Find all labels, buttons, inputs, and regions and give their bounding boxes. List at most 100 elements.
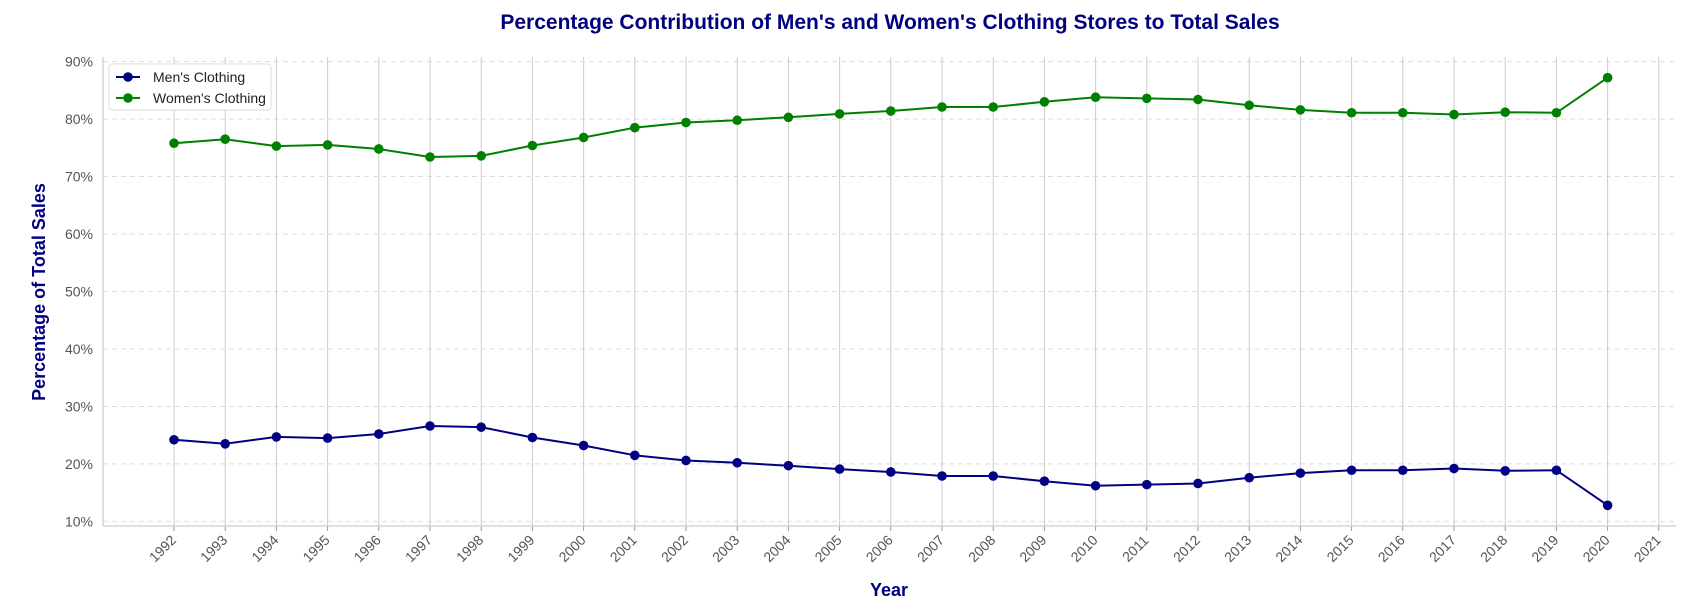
women-s-clothing-point	[1039, 97, 1050, 107]
grid-lines	[103, 57, 1676, 526]
women-s-clothing-point	[1142, 93, 1152, 104]
women-s-clothing-point	[834, 109, 845, 119]
x-tick-label: 2000	[555, 532, 588, 565]
x-tick-label: 2017	[1426, 532, 1459, 565]
men-s-clothing-point	[1398, 465, 1408, 476]
women-s-clothing-point	[988, 102, 998, 112]
men-s-clothing-point	[886, 467, 896, 477]
women-s-clothing-point	[1193, 94, 1203, 105]
x-tick-label: 2016	[1375, 532, 1408, 565]
men-s-clothing-point	[1346, 465, 1357, 476]
men-s-clothing-point	[220, 439, 230, 449]
men-s-clothing-point	[1551, 465, 1562, 476]
men-s-clothing-point	[681, 455, 691, 466]
women-s-clothing-point	[271, 141, 282, 151]
x-tick-label: 1995	[299, 532, 332, 565]
x-tick-label: 1999	[504, 532, 537, 565]
men-s-clothing-point	[322, 433, 333, 443]
women-s-clothing-point	[527, 140, 538, 151]
men-s-clothing-point	[1090, 480, 1101, 491]
women-s-clothing-point	[322, 140, 333, 150]
chart-title: Percentage Contribution of Men's and Wom…	[500, 11, 1279, 34]
women-s-clothing-point	[937, 102, 947, 112]
women-s-clothing-point	[1090, 92, 1101, 103]
men-s-clothing-point	[374, 429, 384, 439]
x-tick-label: 1998	[453, 532, 486, 565]
y-tick-label: 70%	[65, 169, 93, 185]
men-s-clothing-point	[630, 450, 640, 461]
x-tick-label: 2005	[811, 532, 844, 565]
x-tick-label: 1997	[402, 532, 435, 565]
women-s-clothing-point	[886, 106, 896, 116]
y-tick-label: 10%	[65, 513, 93, 529]
legend-men-s-clothing-marker	[123, 72, 133, 82]
x-tick-label: 1992	[146, 532, 179, 565]
y-tick-label: 40%	[65, 341, 93, 357]
y-tick-label: 20%	[65, 456, 93, 472]
x-tick-label: 2008	[965, 532, 998, 565]
series-lines	[169, 72, 1613, 511]
men-s-clothing-point	[1244, 472, 1254, 483]
men-s-clothing-point	[834, 464, 845, 474]
men-s-clothing-point	[476, 422, 487, 432]
women-s-clothing-point	[1602, 72, 1613, 83]
x-axis-label: Year	[870, 580, 908, 600]
women-s-clothing-point	[1551, 107, 1562, 118]
x-tick-label: 2010	[1067, 532, 1100, 565]
women-s-clothing-point	[1346, 107, 1357, 118]
women-s-clothing-point	[1449, 109, 1459, 120]
men-s-clothing-point	[527, 432, 538, 443]
y-tick-label: 60%	[65, 226, 93, 242]
axes	[102, 57, 1676, 531]
men-s-clothing-point	[578, 440, 589, 451]
men-s-clothing-point	[1602, 500, 1613, 511]
x-tick-label: 2011	[1119, 532, 1152, 565]
legend-box	[108, 63, 272, 111]
x-tick-label: 2012	[1170, 532, 1203, 565]
y-tick-label: 80%	[65, 111, 93, 127]
legend-women-s-clothing-label: Women's Clothing	[153, 90, 266, 106]
men-s-clothing-point	[1500, 466, 1510, 476]
legend: Men's Clothing Women's Clothing	[108, 63, 272, 111]
x-tick-label: 1996	[351, 532, 384, 565]
men-s-clothing-point	[783, 460, 794, 471]
women-s-clothing-point	[1244, 100, 1254, 111]
x-tick-label: 2002	[658, 532, 691, 565]
x-tick-label: 2003	[709, 532, 742, 565]
men-s-clothing-point	[988, 471, 998, 481]
men-s-clothing-point	[169, 434, 179, 445]
x-tick-label: 2015	[1323, 532, 1356, 565]
y-axis-label: Percentage of Total Sales	[29, 183, 49, 401]
women-s-clothing-point	[1398, 107, 1408, 118]
men-s-clothing-point	[271, 432, 282, 442]
legend-women-s-clothing-marker	[123, 93, 133, 103]
women-s-clothing-point	[220, 134, 230, 144]
women-s-clothing-point	[630, 122, 640, 133]
women-s-clothing-point	[169, 138, 179, 149]
x-tick-label: 2018	[1477, 532, 1510, 565]
x-tick-label: 2007	[914, 532, 947, 565]
women-s-clothing-point	[681, 117, 691, 128]
x-tick-label: 2020	[1579, 532, 1612, 565]
y-tick-label: 50%	[65, 284, 93, 300]
x-tick-label: 2021	[1631, 532, 1664, 565]
tick-labels: 10% 20% 30% 40% 50% 60% 70% 80% 90% 1992 1993 1994 1…	[65, 54, 1664, 566]
x-tick-label: 1994	[248, 532, 281, 565]
men-s-clothing-point	[937, 471, 947, 481]
x-tick-label: 2009	[1016, 532, 1049, 565]
women-s-clothing-point	[783, 112, 794, 123]
men-s-clothing-point	[1039, 476, 1050, 486]
men-s-clothing-point	[425, 421, 435, 431]
x-tick-label: 2014	[1272, 532, 1305, 565]
women-s-clothing-point	[578, 132, 589, 143]
men-s-clothing-point	[1193, 478, 1203, 489]
x-tick-label: 2013	[1221, 532, 1254, 565]
women-s-clothing-point	[1500, 107, 1510, 117]
men-s-clothing-point	[732, 457, 742, 468]
legend-men-s-clothing-label: Men's Clothing	[153, 69, 245, 85]
x-tick-label: 2004	[760, 532, 793, 565]
x-tick-label: 2006	[863, 532, 896, 565]
women-s-clothing-point	[1295, 105, 1306, 115]
